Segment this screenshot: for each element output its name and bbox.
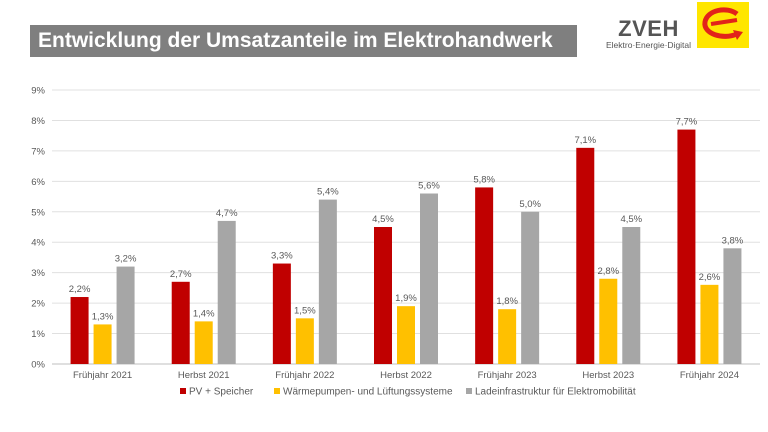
y-tick-label: 4% bbox=[31, 238, 45, 249]
legend-swatch bbox=[180, 388, 186, 394]
zveh-logo: ZVEH Elektro·Energie·Digital bbox=[606, 16, 692, 51]
y-tick-label: 2% bbox=[31, 299, 45, 310]
bar bbox=[318, 199, 337, 364]
data-label: 5,4% bbox=[317, 187, 339, 198]
bar bbox=[70, 297, 89, 364]
bar bbox=[576, 147, 595, 364]
data-label: 2,2% bbox=[69, 284, 91, 295]
data-label: 5,8% bbox=[473, 174, 495, 185]
data-label: 2,7% bbox=[170, 269, 192, 280]
legend-label: PV + Speicher bbox=[189, 387, 254, 398]
bar bbox=[700, 284, 719, 364]
data-label: 5,6% bbox=[418, 181, 440, 192]
bar bbox=[420, 193, 438, 364]
data-label: 3,2% bbox=[115, 254, 137, 265]
bar bbox=[374, 227, 392, 364]
legend-label: Wärmepumpen- und Lüftungssysteme bbox=[283, 387, 453, 398]
x-tick-label: Herbst 2021 bbox=[178, 370, 230, 381]
logo-name: ZVEH bbox=[618, 16, 679, 41]
x-tick-label: Herbst 2022 bbox=[380, 370, 432, 381]
data-label: 1,4% bbox=[193, 308, 215, 319]
y-tick-label: 1% bbox=[31, 329, 45, 340]
y-tick-label: 6% bbox=[31, 177, 45, 188]
bar bbox=[475, 187, 494, 364]
data-label: 4,5% bbox=[372, 214, 394, 225]
y-tick-label: 7% bbox=[31, 146, 45, 157]
legend-swatch bbox=[466, 388, 472, 394]
bar bbox=[599, 278, 618, 364]
data-label: 1,3% bbox=[92, 311, 114, 322]
bar bbox=[622, 227, 641, 364]
y-tick-label: 8% bbox=[31, 116, 45, 127]
x-tick-label: Frühjahr 2022 bbox=[275, 370, 334, 381]
bar bbox=[93, 324, 112, 364]
data-label: 3,3% bbox=[271, 251, 293, 262]
x-tick-label: Frühjahr 2021 bbox=[73, 370, 132, 381]
bar bbox=[194, 321, 213, 364]
bar bbox=[272, 263, 291, 364]
bar bbox=[677, 129, 696, 364]
bar bbox=[217, 220, 236, 364]
data-label: 5,0% bbox=[519, 199, 541, 210]
y-tick-label: 3% bbox=[31, 268, 45, 279]
bar bbox=[171, 281, 190, 364]
y-tick-label: 9% bbox=[31, 86, 45, 97]
data-label: 2,6% bbox=[699, 272, 721, 283]
data-label: 1,8% bbox=[496, 296, 518, 307]
x-tick-label: Frühjahr 2023 bbox=[478, 370, 537, 381]
data-label: 2,8% bbox=[597, 266, 619, 277]
x-tick-label: Frühjahr 2024 bbox=[680, 370, 739, 381]
data-label: 4,5% bbox=[620, 214, 642, 225]
data-label: 3,8% bbox=[722, 235, 744, 246]
bar bbox=[397, 306, 415, 364]
data-label: 1,5% bbox=[294, 305, 316, 316]
data-label: 4,7% bbox=[216, 208, 238, 219]
x-tick-label: Herbst 2023 bbox=[582, 370, 634, 381]
bar bbox=[498, 309, 517, 364]
page-title: Entwicklung der Umsatzanteile im Elektro… bbox=[30, 25, 577, 57]
data-label: 7,1% bbox=[574, 135, 596, 146]
data-label: 1,9% bbox=[395, 293, 417, 304]
data-label: 7,7% bbox=[676, 117, 698, 128]
logo-subtitle: Elektro·Energie·Digital bbox=[606, 40, 692, 50]
bar bbox=[521, 211, 540, 364]
y-tick-label: 0% bbox=[31, 360, 45, 371]
bar bbox=[295, 318, 314, 364]
legend-swatch bbox=[274, 388, 280, 394]
bar bbox=[116, 266, 135, 364]
bar bbox=[723, 248, 742, 364]
y-tick-label: 5% bbox=[31, 207, 45, 218]
zveh-e-mark-icon bbox=[697, 2, 749, 48]
legend-label: Ladeinfrastruktur für Elektromobilität bbox=[475, 387, 636, 398]
